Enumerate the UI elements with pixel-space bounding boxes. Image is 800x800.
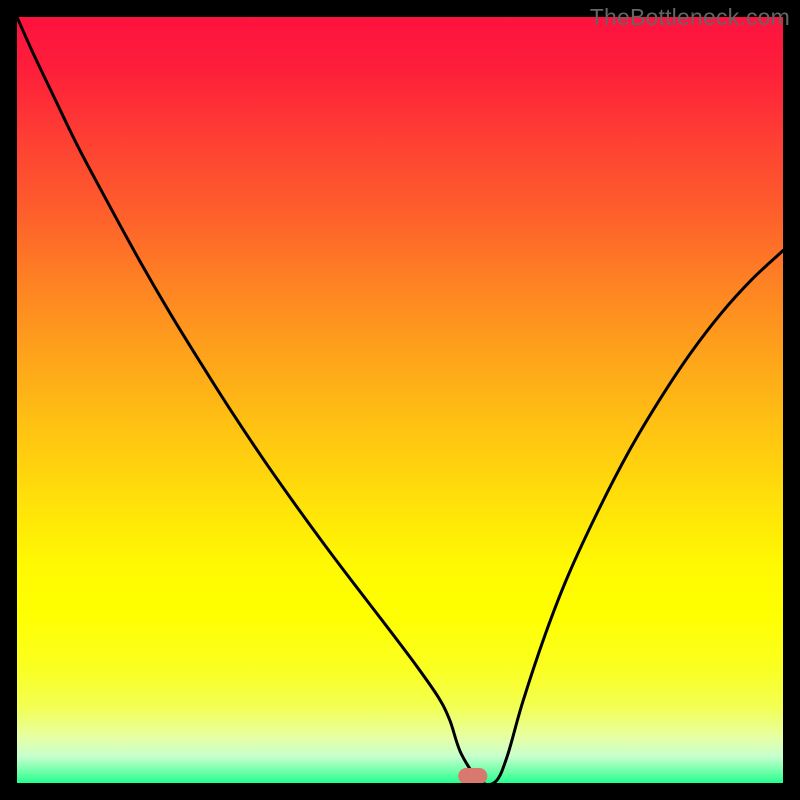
bottleneck-chart [17,17,783,783]
watermark-text: TheBottleneck.com [590,4,790,31]
optimal-point-marker [458,768,487,783]
chart-frame: TheBottleneck.com [0,0,800,800]
chart-svg [17,17,783,783]
gradient-background [17,17,783,783]
